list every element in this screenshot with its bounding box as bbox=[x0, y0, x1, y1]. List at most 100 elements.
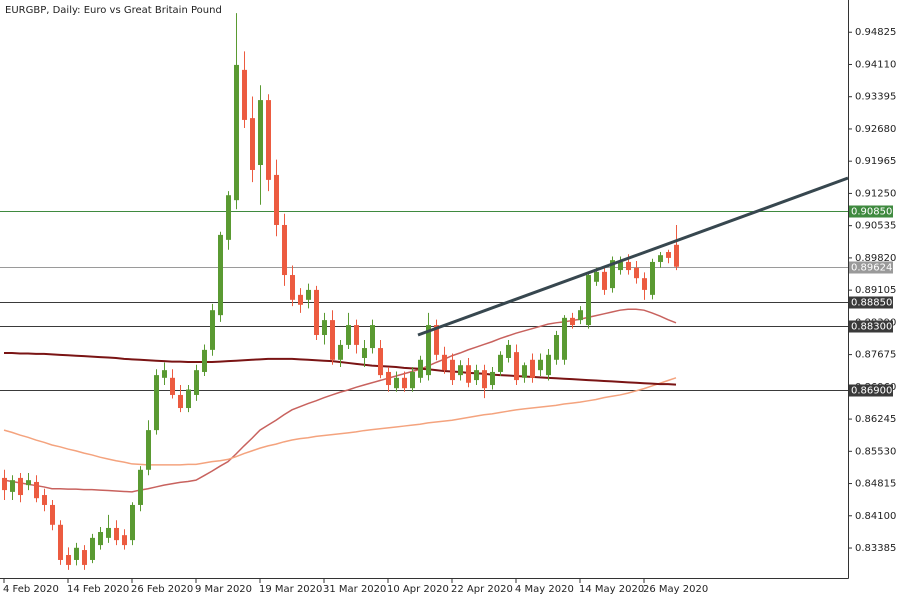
candle-body bbox=[514, 352, 519, 381]
candle-body bbox=[578, 310, 583, 321]
candle-body bbox=[2, 477, 7, 491]
candle-body bbox=[42, 495, 47, 505]
candle-body bbox=[594, 271, 599, 282]
candle-body bbox=[186, 389, 191, 409]
candle-body bbox=[378, 348, 383, 376]
candle-body bbox=[642, 278, 647, 290]
y-tick-label: 0.85530 bbox=[855, 446, 896, 457]
x-tick-label: 4 Feb 2020 bbox=[3, 584, 59, 595]
candle-body bbox=[666, 252, 671, 258]
level-label-box bbox=[849, 384, 893, 397]
candle-body bbox=[274, 174, 279, 225]
candle-body bbox=[458, 365, 463, 376]
candle-body bbox=[674, 244, 679, 267]
candle-body bbox=[250, 118, 255, 170]
candle-body bbox=[306, 289, 311, 300]
candle-body bbox=[530, 359, 535, 378]
candle-body bbox=[602, 271, 607, 290]
candle-body bbox=[506, 344, 511, 358]
level-label: 0.90850 bbox=[851, 207, 892, 218]
chart-title: EURGBP, Daily: Euro vs Great Britain Pou… bbox=[5, 5, 222, 16]
candle-body bbox=[50, 504, 55, 525]
candle-body bbox=[106, 527, 111, 538]
candle-body bbox=[538, 359, 543, 371]
candle-body bbox=[370, 325, 375, 349]
candle-body bbox=[66, 555, 71, 565]
candle-body bbox=[474, 370, 479, 381]
candle-body bbox=[658, 255, 663, 262]
candle-body bbox=[114, 527, 119, 541]
candle-body bbox=[338, 344, 343, 360]
candle-body bbox=[154, 375, 159, 431]
candle-body bbox=[98, 532, 103, 546]
candle-body bbox=[394, 377, 399, 389]
y-tick-label: 0.94825 bbox=[855, 27, 896, 38]
candle-body bbox=[282, 224, 287, 276]
candle-body bbox=[482, 370, 487, 389]
candle-body bbox=[650, 261, 655, 295]
candle-body bbox=[354, 325, 359, 345]
candle-body bbox=[362, 348, 367, 358]
candle-body bbox=[266, 100, 271, 180]
y-tick-label: 0.89820 bbox=[855, 253, 896, 264]
candle-body bbox=[90, 537, 95, 560]
candle-body bbox=[210, 310, 215, 350]
x-tick-label: 14 May 2020 bbox=[579, 584, 644, 595]
y-tick-label: 0.83385 bbox=[855, 543, 896, 554]
candle-body bbox=[82, 550, 87, 565]
candle-body bbox=[34, 481, 39, 499]
level-label: 0.86900 bbox=[851, 386, 892, 397]
candle-body bbox=[130, 504, 135, 541]
candle-body bbox=[522, 365, 527, 378]
candle-body bbox=[426, 325, 431, 376]
candle-body bbox=[418, 359, 423, 378]
x-tick-label: 31 Mar 2020 bbox=[323, 584, 386, 595]
candle-body bbox=[554, 334, 559, 360]
candle-body bbox=[194, 370, 199, 395]
level-label-box bbox=[849, 320, 893, 333]
plot-area bbox=[0, 13, 848, 570]
y-tick-label: 0.94110 bbox=[855, 59, 896, 70]
x-tick-label: 10 Apr 2020 bbox=[387, 584, 449, 595]
y-tick-label: 0.92680 bbox=[855, 124, 896, 135]
level-label-box bbox=[849, 261, 893, 274]
candle-body bbox=[586, 275, 591, 326]
candle-body bbox=[570, 317, 575, 326]
x-tick-label: 14 Feb 2020 bbox=[67, 584, 129, 595]
candle-body bbox=[226, 195, 231, 240]
candle-body bbox=[218, 234, 223, 316]
x-tick-label: 22 Apr 2020 bbox=[451, 584, 513, 595]
candle-body bbox=[490, 371, 495, 386]
trendline bbox=[417, 176, 848, 337]
candle-body bbox=[170, 377, 175, 395]
candle-body bbox=[346, 325, 351, 345]
x-tick-label: 4 May 2020 bbox=[515, 584, 574, 595]
y-tick-label: 0.93395 bbox=[855, 92, 896, 103]
y-tick-label: 0.90535 bbox=[855, 221, 896, 232]
candle-body bbox=[146, 430, 151, 470]
candle-body bbox=[162, 370, 167, 378]
y-tick-label: 0.84100 bbox=[855, 511, 896, 522]
candle-body bbox=[298, 294, 303, 305]
y-tick-label: 0.84815 bbox=[855, 479, 896, 490]
candle-body bbox=[138, 469, 143, 505]
candle-body bbox=[386, 371, 391, 386]
candle-body bbox=[202, 349, 207, 372]
x-tick-label: 19 Mar 2020 bbox=[259, 584, 322, 595]
candle-body bbox=[18, 477, 23, 496]
moving-average bbox=[3, 377, 677, 466]
candle-body bbox=[442, 354, 447, 371]
candle-body bbox=[10, 480, 15, 492]
level-label-box bbox=[849, 205, 893, 218]
candle-body bbox=[58, 524, 63, 560]
y-tick-label: 0.89105 bbox=[855, 285, 896, 296]
x-tick-label: 26 Feb 2020 bbox=[131, 584, 193, 595]
candle-body bbox=[322, 320, 327, 335]
x-tick-label: 26 May 2020 bbox=[643, 584, 708, 595]
y-tick-label: 0.86245 bbox=[855, 414, 896, 425]
level-label: 0.88850 bbox=[851, 298, 892, 309]
candle-body bbox=[450, 359, 455, 381]
candle-body bbox=[314, 289, 319, 335]
